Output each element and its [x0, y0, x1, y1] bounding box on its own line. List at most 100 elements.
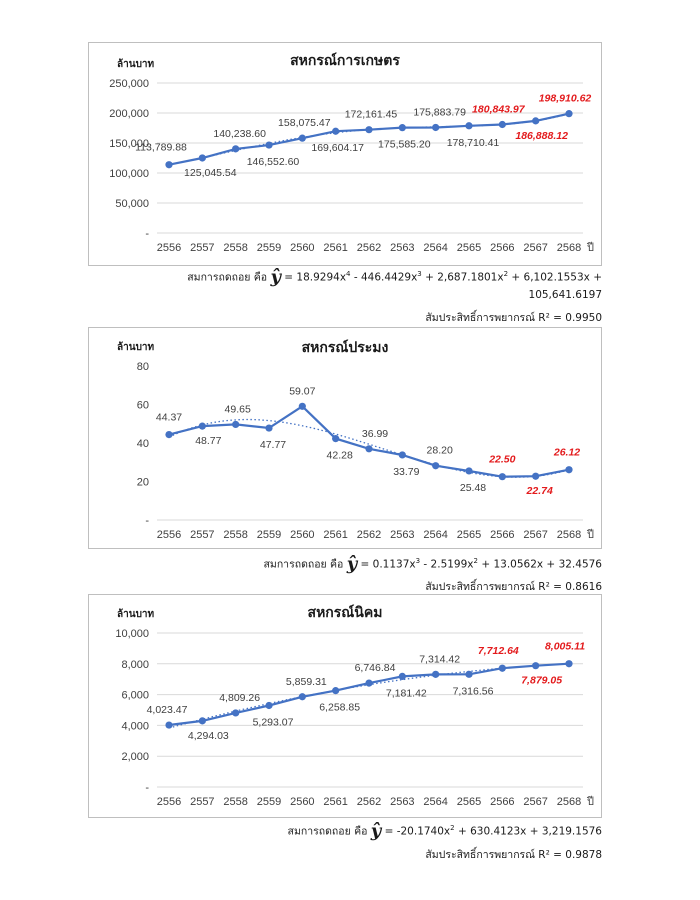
- y-tick-label: -: [145, 515, 149, 527]
- y-tick-label: 6,000: [121, 690, 149, 702]
- data-label: 42.28: [327, 450, 353, 462]
- data-label: 198,910.62: [539, 93, 592, 105]
- chart-agriculture: - 50,000 100,000 150,000 200,000 250,000 ล้านบ…: [109, 52, 594, 254]
- data-point: [265, 424, 273, 432]
- x-tick-label: 2565: [457, 796, 481, 808]
- data-point: [498, 473, 506, 481]
- data-label: 7,181.42: [386, 687, 427, 699]
- y-tick-label: 60: [137, 400, 149, 412]
- chart-panel-settlement: - 2,000 4,000 6,000 8,000 10,000 ล้านบาท สหกรณ์…: [88, 594, 602, 818]
- x-tick-label: 2561: [323, 242, 347, 254]
- r2-settlement: สัมประสิทธิ์การพยากรณ์ R² = 0.9878: [425, 849, 602, 861]
- data-label: 28.20: [427, 445, 453, 457]
- y-tick-label: -: [145, 228, 149, 240]
- data-point: [198, 154, 206, 162]
- chart-settlement: - 2,000 4,000 6,000 8,000 10,000 ล้านบาท สหกรณ์…: [115, 604, 594, 808]
- x-tick-label: 2566: [490, 242, 514, 254]
- data-point: [398, 672, 406, 681]
- x-tick-label: 2560: [290, 796, 314, 808]
- y-tick-label: -: [145, 782, 149, 794]
- x-tick-label: 2568: [557, 796, 581, 808]
- data-label: 36.99: [362, 428, 388, 440]
- data-point: [165, 430, 173, 439]
- y-tick-label: 150,000: [109, 138, 149, 150]
- x-tick-label: 2560: [290, 529, 314, 541]
- x-tick-label: 2557: [190, 529, 214, 541]
- x-tick-label: 2564: [423, 796, 447, 808]
- data-point: [198, 717, 206, 725]
- x-tick-label: 2564: [423, 242, 447, 254]
- data-point: [365, 679, 373, 687]
- y-tick-label: 4,000: [121, 720, 149, 732]
- data-point: [532, 117, 540, 125]
- data-label: 22.74: [526, 485, 553, 497]
- data-label: 7,316.56: [453, 685, 494, 697]
- x-tick-label: 2564: [423, 529, 447, 541]
- data-label: 178,710.41: [447, 137, 500, 149]
- equation-agriculture: สมการถดถอย คือ ŷ = 18.9294x4 - 446.4429x…: [187, 266, 602, 304]
- chart-title: สหกรณ์ประมง: [302, 339, 389, 356]
- y-tick-label: 20: [137, 477, 149, 489]
- data-point: [432, 670, 440, 678]
- data-point: [465, 670, 473, 678]
- data-label: 169,604.17: [311, 142, 364, 154]
- data-label: 5,293.07: [253, 716, 294, 728]
- data-label: 7,314.42: [419, 653, 460, 665]
- x-tick-label: 2556: [157, 242, 181, 254]
- data-label: 7,879.05: [521, 675, 562, 687]
- x-tick-label: 2567: [523, 796, 547, 808]
- equation-fishery-line1: สมการถดถอย คือ ŷ = 0.1137x3 - 2.5199x2 +…: [263, 553, 602, 575]
- y-tick-label: 80: [137, 361, 149, 373]
- data-label: 44.37: [156, 412, 182, 424]
- data-label: 48.77: [195, 435, 221, 447]
- x-tick-label: 2562: [357, 796, 381, 808]
- data-label: 175,883.79: [413, 106, 466, 118]
- data-label: 180,843.97: [472, 103, 526, 115]
- x-tick-label: 2565: [457, 242, 481, 254]
- data-point: [198, 422, 206, 430]
- data-label: 146,552.60: [247, 156, 300, 168]
- x-axis-unit: ปี: [586, 795, 594, 808]
- data-point: [398, 124, 406, 132]
- data-label: 6,746.84: [355, 662, 396, 674]
- y-tick-label: 10,000: [115, 628, 149, 640]
- y-tick-label: 200,000: [109, 108, 149, 120]
- data-point: [265, 701, 273, 710]
- x-tick-label: 2563: [390, 796, 414, 808]
- equation-agriculture-line2: 105,641.6197: [528, 288, 602, 301]
- data-point: [432, 123, 440, 132]
- data-label: 6,258.85: [319, 702, 360, 714]
- data-point: [498, 120, 506, 129]
- data-point: [165, 161, 173, 169]
- y-axis-unit: ล้านบาท: [117, 58, 155, 70]
- data-point: [532, 662, 540, 670]
- chart-fishery: - 20 40 60 80 ล้านบาท สหกรณ์ประมง 2556 2557 2558 2…: [117, 339, 594, 541]
- y-tick-label: 100,000: [109, 168, 149, 180]
- y-tick-label: 50,000: [115, 198, 149, 210]
- data-point: [332, 127, 340, 135]
- x-tick-label: 2566: [490, 796, 514, 808]
- data-point: [232, 420, 240, 429]
- data-label: 49.65: [225, 403, 251, 415]
- data-label: 22.50: [488, 454, 515, 466]
- x-tick-label: 2557: [190, 242, 214, 254]
- x-tick-label: 2556: [157, 529, 181, 541]
- x-tick-label: 2559: [257, 529, 281, 541]
- chart-panel-fishery: - 20 40 60 80 ล้านบาท สหกรณ์ประมง 2556 2557 2558 2…: [88, 327, 602, 549]
- x-tick-label: 2568: [557, 529, 581, 541]
- data-label: 125,045.54: [184, 167, 237, 179]
- chart-panel-agriculture: - 50,000 100,000 150,000 200,000 250,000 ล้านบ…: [88, 42, 602, 266]
- y-axis-unit: ล้านบาท: [117, 341, 155, 353]
- data-point: [465, 122, 473, 130]
- data-label: 140,238.60: [213, 128, 266, 140]
- y-tick-label: 40: [137, 438, 149, 450]
- x-tick-label: 2562: [357, 242, 381, 254]
- data-point: [298, 402, 306, 410]
- y-axis-unit: ล้านบาท: [117, 608, 155, 620]
- x-tick-label: 2567: [523, 242, 547, 254]
- equation-settlement: สมการถดถอย คือ ŷ = -20.1740x2 + 630.4123…: [288, 820, 602, 841]
- data-label: 33.79: [393, 466, 419, 478]
- x-tick-label: 2563: [390, 529, 414, 541]
- equation-agriculture-line1: สมการถดถอย คือ ŷ = 18.9294x4 - 446.4429x…: [187, 266, 602, 288]
- data-label: 4,294.03: [188, 730, 229, 742]
